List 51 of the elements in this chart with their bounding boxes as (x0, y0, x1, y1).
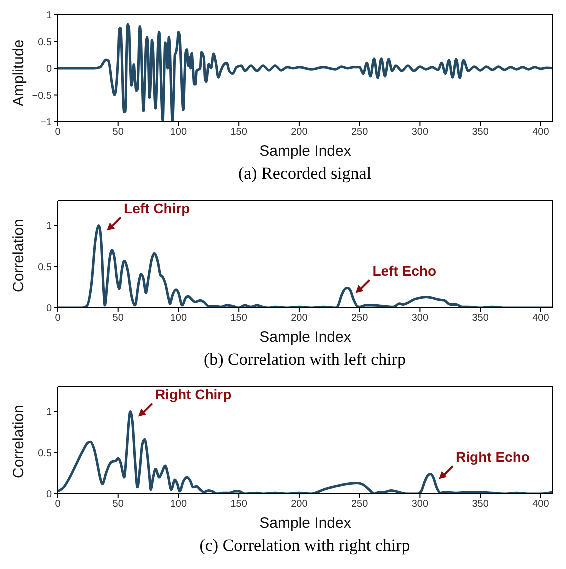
x-tick-label: 100 (170, 127, 188, 138)
x-tick-label: 50 (112, 313, 124, 324)
x-tick-label: 250 (351, 313, 369, 324)
y-tick-label: 1 (46, 10, 52, 22)
text: (b) Correlation with left chirp (202, 349, 408, 371)
x-tick-label: 200 (291, 499, 308, 510)
x-axis-title: Sample Index (260, 329, 352, 346)
x-tick-label: 0 (55, 499, 62, 510)
x-tick-label: 250 (351, 127, 369, 138)
annotation: Right Echo (456, 449, 530, 466)
x-tick-label: 300 (412, 313, 429, 324)
x-tick-label: 400 (532, 499, 550, 510)
y-tick-label: −1 (40, 118, 52, 129)
annotation: Left Echo (372, 263, 437, 280)
x-tick-label: 100 (170, 499, 188, 510)
x-tick-label: 150 (230, 499, 248, 510)
y-tick-label: 0 (46, 304, 52, 315)
x-tick-label: 0 (55, 127, 62, 138)
text: (a) Recorded signal (237, 163, 373, 185)
x-tick-label: 400 (532, 313, 550, 324)
x-tick-label: 50 (112, 499, 124, 510)
x-tick-label: 150 (230, 127, 248, 138)
x-axis-title: Sample Index (260, 515, 352, 532)
annotation: Right Chirp (155, 386, 232, 403)
y-tick-label: 0.5 (38, 262, 52, 274)
y-tick-label: 1 (46, 407, 52, 418)
text: (c) Correlation with right chirp (198, 535, 412, 557)
y-tick-label: 0 (46, 490, 52, 501)
y-tick-label: −0.5 (32, 90, 52, 102)
x-tick-label: 200 (291, 127, 308, 138)
y-axis-title: Correlation (10, 405, 28, 478)
x-tick-label: 150 (230, 313, 248, 324)
y-tick-label: 1 (46, 221, 52, 232)
x-tick-label: 350 (472, 499, 490, 510)
y-axis-title: Amplitude (10, 40, 28, 106)
x-tick-label: 350 (472, 127, 490, 138)
x-tick-label: 100 (170, 313, 188, 324)
x-tick-label: 250 (351, 499, 369, 510)
x-tick-label: 50 (112, 127, 124, 138)
y-tick-label: 0.5 (38, 448, 52, 460)
x-tick-label: 350 (472, 313, 490, 324)
x-tick-label: 400 (532, 127, 550, 138)
y-tick-label: 0.5 (38, 37, 52, 48)
x-tick-label: 300 (412, 127, 429, 138)
y-axis-title: Correlation (10, 219, 28, 292)
x-axis-title: Sample Index (260, 143, 352, 160)
x-tick-label: 300 (412, 499, 429, 510)
x-tick-label: 0 (55, 313, 62, 324)
y-tick-label: 0 (46, 64, 52, 76)
annotation: Left Chirp (124, 200, 190, 217)
x-tick-label: 200 (291, 313, 308, 324)
